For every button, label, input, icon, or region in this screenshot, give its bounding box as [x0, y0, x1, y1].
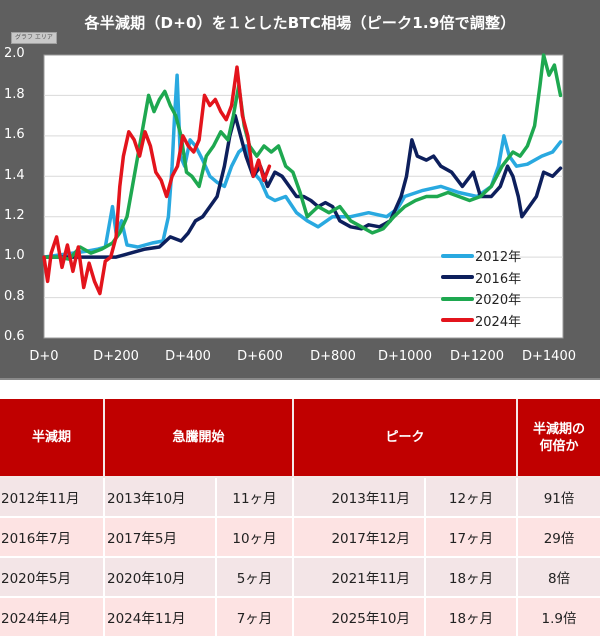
cell-surge-start: 2024年11月 — [103, 597, 216, 638]
series-line-2024 — [42, 65, 272, 296]
x-tick-label: D+600 — [237, 349, 283, 364]
table-header-row: 半減期 急騰開始 ピーク 半減期の 何倍か — [0, 399, 600, 478]
legend: 2012年 2016年 2020年 2024年 — [441, 245, 521, 331]
legend-swatch-2024 — [441, 318, 474, 323]
legend-swatch-2020 — [441, 296, 474, 301]
y-tick-label: 1.8 — [4, 87, 25, 102]
cell-peak: 2013年11月 — [292, 477, 426, 518]
x-tick-label: D+1200 — [450, 349, 504, 364]
cell-peak-months: 12ヶ月 — [424, 477, 518, 518]
x-tick-label: D+400 — [165, 349, 211, 364]
y-tick-label: 1.2 — [4, 208, 25, 223]
x-tick-label: D+1000 — [378, 349, 432, 364]
chart-container: 各半減期（D+0）を１としたBTC相場（ピーク1.9倍で調整） グラフ エリア … — [0, 0, 600, 380]
graph-area-tag: グラフ エリア — [11, 32, 57, 44]
header-peak: ピーク — [292, 399, 518, 478]
cell-halving: 2012年11月 — [0, 477, 104, 518]
chart-title: 各半減期（D+0）を１としたBTC相場（ピーク1.9倍で調整） — [84, 14, 516, 32]
cell-multiple: 8倍 — [516, 557, 600, 598]
y-tick-label: 1.6 — [4, 127, 25, 142]
cell-peak: 2021年11月 — [292, 557, 426, 598]
cell-peak-months: 18ヶ月 — [424, 597, 518, 638]
x-tick-label: D+800 — [310, 349, 356, 364]
header-surge-start: 急騰開始 — [102, 399, 294, 478]
cell-halving: 2016年7月 — [0, 517, 104, 558]
x-tick-label: D+200 — [93, 349, 139, 364]
cell-surge-start: 2013年10月 — [103, 477, 216, 518]
legend-item-2012: 2012年 — [441, 245, 521, 267]
table-row: 2020年5月 2020年10月 5ヶ月 2021年11月 18ヶ月 8倍 — [0, 557, 600, 598]
legend-label: 2020年 — [475, 293, 522, 309]
legend-item-2024: 2024年 — [441, 310, 521, 332]
cell-surge-months: 5ヶ月 — [214, 557, 294, 598]
y-tick-label: 0.8 — [4, 289, 25, 304]
cell-multiple: 91倍 — [516, 477, 600, 518]
cell-peak-months: 18ヶ月 — [424, 557, 518, 598]
x-tick-label: D+1400 — [522, 349, 576, 364]
legend-item-2020: 2020年 — [441, 288, 521, 310]
legend-item-2016: 2016年 — [441, 267, 521, 289]
series-line-2020 — [42, 53, 563, 261]
cell-surge-months: 7ヶ月 — [214, 597, 294, 638]
header-multiple-line2: 何倍か — [539, 438, 579, 454]
series-lines — [42, 53, 563, 296]
cell-halving: 2020年5月 — [0, 557, 104, 598]
series-line-2016 — [42, 113, 563, 259]
legend-label: 2024年 — [475, 314, 522, 330]
cell-halving: 2024年4月 — [0, 597, 104, 638]
cell-surge-months: 10ヶ月 — [214, 517, 294, 558]
y-tick-label: 1.4 — [4, 168, 25, 183]
legend-swatch-2016 — [441, 275, 474, 280]
cell-surge-start: 2017年5月 — [103, 517, 216, 558]
x-tick-label: D+0 — [29, 349, 59, 364]
legend-label: 2016年 — [475, 271, 522, 287]
cell-peak-months: 17ヶ月 — [424, 517, 518, 558]
table-row: 2016年7月 2017年5月 10ヶ月 2017年12月 17ヶ月 29倍 — [0, 517, 600, 558]
legend-label: 2012年 — [475, 250, 522, 266]
plot-area — [42, 53, 564, 339]
legend-swatch-2012 — [441, 253, 474, 258]
header-multiple-line1: 半減期の — [533, 421, 586, 437]
header-halving: 半減期 — [0, 399, 104, 478]
y-tick-label: 0.6 — [4, 329, 25, 344]
cell-multiple: 1.9倍 — [516, 597, 600, 638]
table-row: 2024年4月 2024年11月 7ヶ月 2025年10月 18ヶ月 1.9倍 — [0, 597, 600, 638]
cell-surge-months: 11ヶ月 — [214, 477, 294, 518]
cell-peak: 2025年10月 — [292, 597, 426, 638]
cell-peak: 2017年12月 — [292, 517, 426, 558]
y-tick-label: 1.0 — [4, 248, 25, 263]
halving-summary-table: 半減期 急騰開始 ピーク 半減期の 何倍か 2012年11月 2013年10月 … — [0, 399, 600, 638]
table-row: 2012年11月 2013年10月 11ヶ月 2013年11月 12ヶ月 91倍 — [0, 477, 600, 518]
y-tick-label: 2.0 — [4, 46, 25, 61]
cell-surge-start: 2020年10月 — [103, 557, 216, 598]
header-multiple: 半減期の 何倍か — [516, 399, 600, 478]
cell-multiple: 29倍 — [516, 517, 600, 558]
